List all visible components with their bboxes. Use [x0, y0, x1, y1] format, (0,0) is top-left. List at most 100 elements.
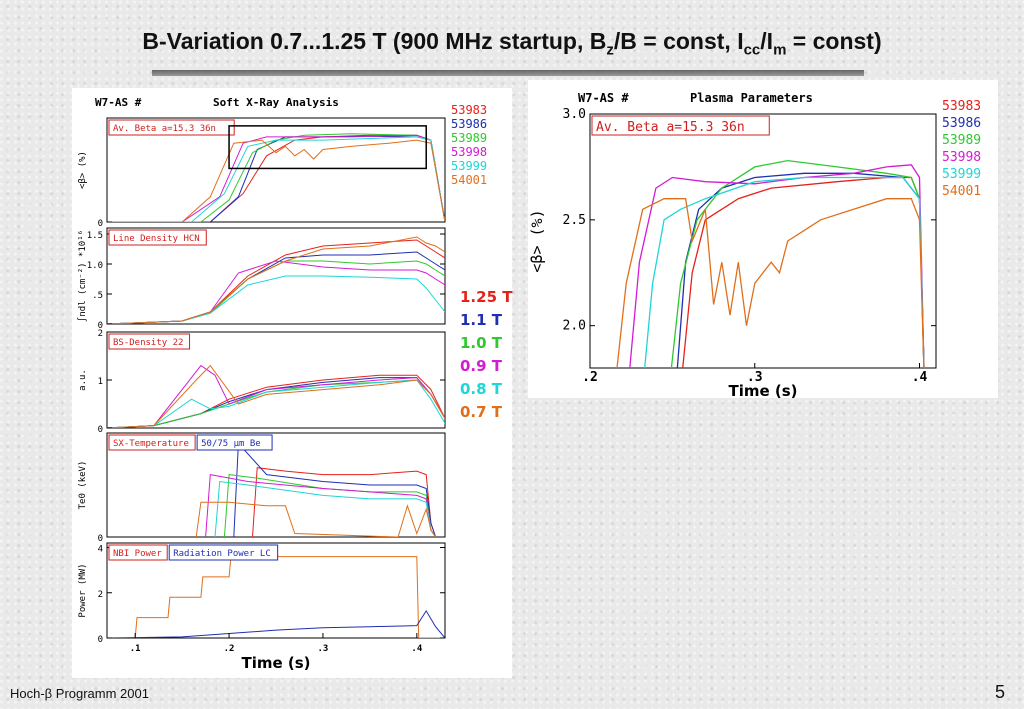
- label-box-2: [168, 544, 279, 561]
- legend-entry-53989: 53989: [451, 131, 487, 145]
- series-line-53998: [107, 364, 445, 428]
- series-group: [107, 556, 445, 638]
- plot-frame: [106, 117, 446, 223]
- label-box-text: NBI Power: [113, 549, 162, 559]
- figure-header-left: W7-AS #: [578, 91, 629, 105]
- y-axis-label: Te0 (keV): [78, 461, 88, 510]
- y-tick-label: 3.0: [563, 107, 586, 122]
- y-tick-label: 4: [98, 545, 103, 555]
- series-line-53999: [107, 275, 445, 324]
- chart-panel: 2.0 2.5 3.0 .2 .3 .4 Av. Beta a=15.3 36n <β> (%…: [528, 91, 981, 398]
- y-tick-label: 0: [98, 425, 103, 435]
- plot-frame: [106, 432, 446, 538]
- x-tick-label: .4: [912, 370, 928, 385]
- x-tick-label: .3: [318, 644, 329, 654]
- chart-panel: 0 Av. Beta a=15.3 36n <β> (%) W7-AS # Soft X…: [78, 96, 487, 229]
- y-tick-label: .5: [92, 291, 103, 301]
- legend-entry-53983: 53983: [451, 103, 487, 117]
- series-line-53998: [107, 134, 445, 222]
- legend-entry-53999: 53999: [942, 167, 981, 182]
- label-box-2-text: Radiation Power LC: [173, 549, 271, 559]
- label-box: [108, 544, 168, 561]
- series-line-54001: [107, 236, 445, 324]
- footer-text: Hoch-β Programm 2001: [10, 686, 149, 701]
- y-tick-label: 1.0: [87, 261, 103, 271]
- title-rule: [152, 70, 864, 76]
- legend-entry-54001: 54001: [451, 173, 487, 187]
- x-tick-label: .2: [224, 644, 235, 654]
- y-axis-label: Power (MW): [78, 563, 88, 617]
- legend-entry-53998: 53998: [451, 145, 487, 159]
- right-figure-svg: 2.0 2.5 3.0 .2 .3 .4 Av. Beta a=15.3 36n <β> (%…: [528, 91, 981, 398]
- legend-entry-53989: 53989: [942, 133, 981, 148]
- label-box-text: Av. Beta a=15.3 36n: [113, 124, 216, 134]
- page-number: 5: [995, 682, 1006, 702]
- label-box-text: Av. Beta a=15.3 36n: [596, 120, 745, 135]
- legend-entry-53998: 53998: [942, 150, 981, 165]
- figure-header-right: Soft X-Ray Analysis: [213, 96, 339, 109]
- legend-entry-53986: 53986: [942, 116, 981, 131]
- y-tick-label: 1: [98, 377, 103, 387]
- right-figure-panel: 2.0 2.5 3.0 .2 .3 .4 Av. Beta a=15.3 36n <β> (%…: [528, 80, 998, 398]
- y-axis-label: <β> (%): [78, 151, 88, 189]
- y-tick-label: 0: [98, 635, 103, 645]
- legend-entry-53986: 53986: [451, 117, 487, 131]
- legend-entry-53999: 53999: [451, 159, 487, 173]
- series-group: [195, 442, 437, 537]
- x-tick-label: .3: [747, 370, 763, 385]
- figure-header-left: W7-AS #: [95, 96, 142, 109]
- label-box: [108, 229, 207, 246]
- series-line-53999: [107, 379, 445, 428]
- chart-panel: 0 SX-Temperature 50/75 μm Be Te0 (keV): [78, 432, 446, 544]
- series-line-NBI: [107, 556, 445, 638]
- series-group: [616, 159, 925, 368]
- series-line-53989: [670, 159, 925, 368]
- y-tick-label: 0: [98, 534, 103, 544]
- series-line-53999: [214, 480, 437, 537]
- y-axis-label: ∫ndl (cm⁻²) *10¹⁶: [77, 230, 88, 322]
- figure-header-right: Plasma Parameters: [690, 91, 813, 105]
- series-line-53989: [107, 133, 445, 222]
- label-box-2: [196, 434, 273, 451]
- series-line-54001: [195, 501, 437, 537]
- legend-entry-53983: 53983: [942, 99, 981, 114]
- y-tick-label: 0: [98, 321, 103, 331]
- left-figure-svg: 0 Av. Beta a=15.3 36n <β> (%) W7-AS # Soft X…: [77, 96, 487, 672]
- series-group: [107, 133, 445, 222]
- plot-frame: [106, 542, 446, 639]
- series-line-53983: [107, 239, 445, 324]
- chart-panel: 0 .5 1.0 1.5 Line Density HCN ∫ndl (cm⁻²) *10…: [77, 227, 446, 331]
- y-tick-label: 2: [98, 329, 103, 339]
- legend-entry-54001: 54001: [942, 184, 981, 199]
- series-line-54001: [107, 364, 445, 428]
- label-box-2-text: 50/75 μm Be: [201, 439, 261, 449]
- y-tick-label: 2.0: [563, 319, 586, 334]
- left-figure-panel: 0 Av. Beta a=15.3 36n <β> (%) W7-AS # Soft X…: [72, 88, 512, 678]
- series-line-53999: [107, 136, 445, 222]
- y-tick-label: 0: [98, 219, 103, 229]
- y-tick-label: 2.5: [563, 213, 586, 228]
- series-line-54001: [107, 139, 445, 222]
- y-tick-label: 1.5: [87, 231, 103, 241]
- plot-frame: [589, 113, 937, 369]
- label-box-text: SX-Temperature: [113, 439, 189, 449]
- series-line-53986: [107, 135, 445, 222]
- x-tick-label: .2: [582, 370, 598, 385]
- y-tick-label: 2: [98, 590, 103, 600]
- label-box: [591, 115, 770, 136]
- chart-panel: 0 2 4 .1 .2 .3 .4 NBI Power Radiation Power LC Po…: [78, 542, 446, 672]
- series-line-53998: [629, 164, 925, 368]
- y-axis-label: a.u.: [78, 369, 88, 391]
- x-axis-label: Time (s): [241, 654, 310, 672]
- series-group: [107, 364, 445, 428]
- label-box: [108, 119, 235, 136]
- x-axis-label: Time (s): [728, 382, 797, 398]
- series-line-54001: [616, 198, 925, 368]
- series-line-53998: [107, 260, 445, 324]
- y-axis-label: <β> (%): [528, 209, 546, 272]
- series-line-53983: [107, 134, 445, 222]
- series-line-53999: [644, 176, 925, 368]
- label-box: [108, 333, 191, 350]
- series-line-53983: [682, 176, 925, 368]
- slide-title: B-Variation 0.7...1.25 T (900 MHz startu…: [142, 28, 882, 59]
